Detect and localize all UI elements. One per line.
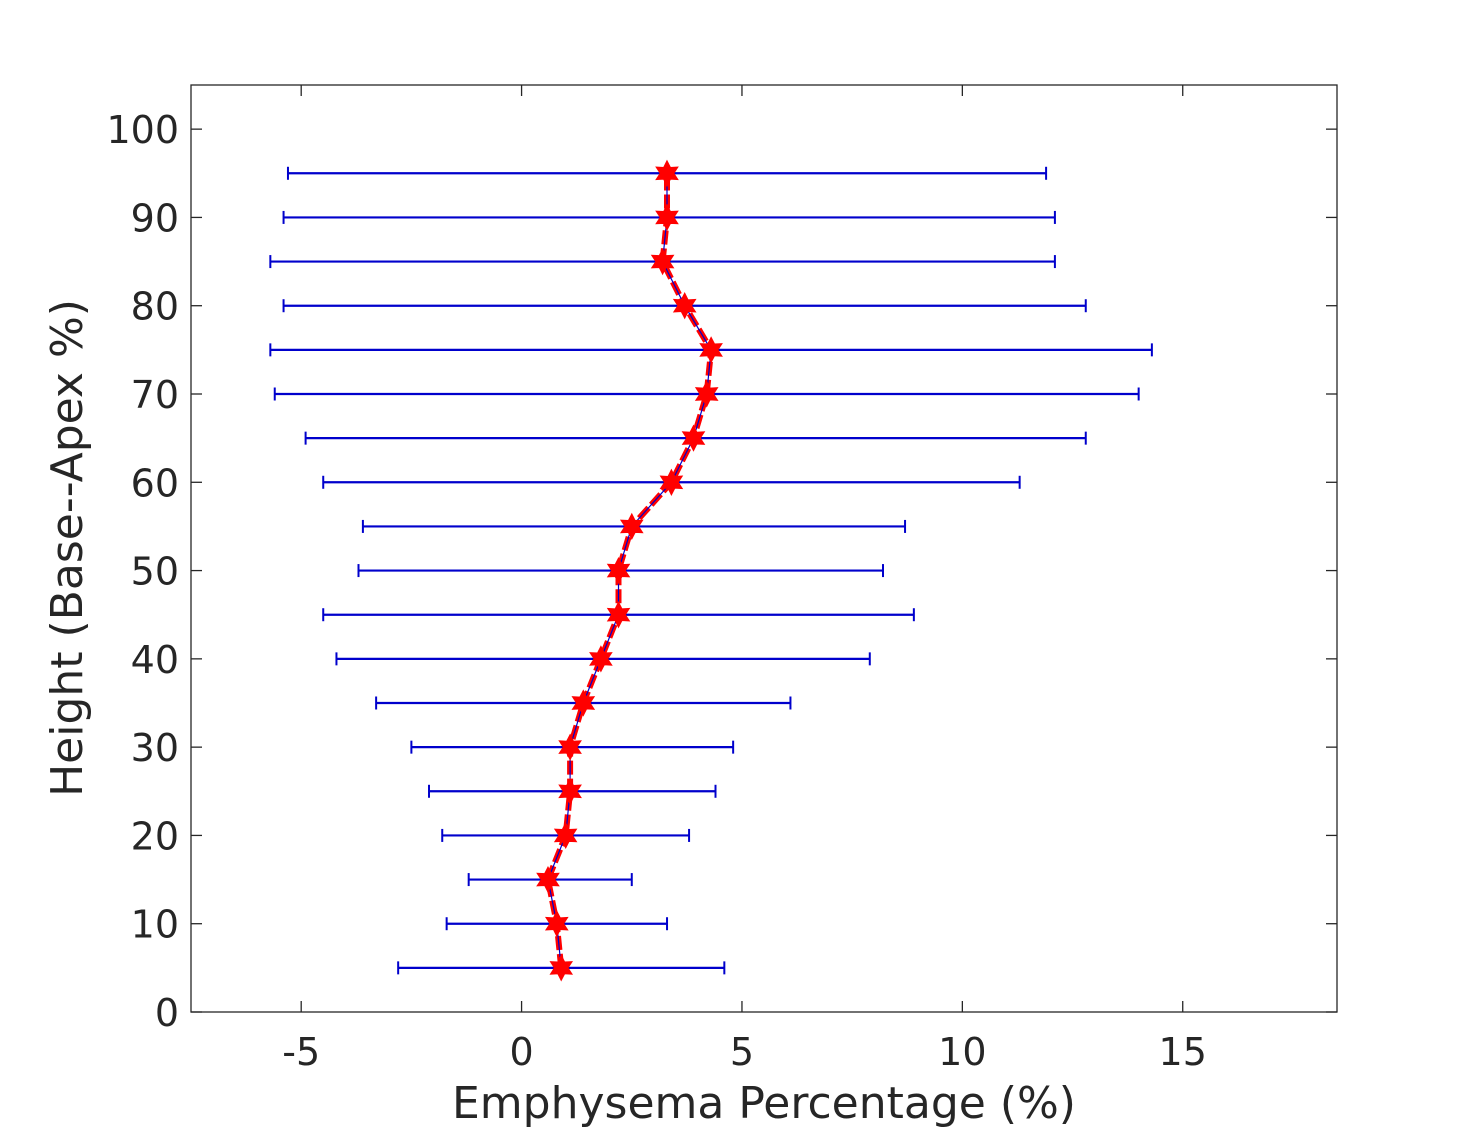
y-tick-label: 40 — [131, 638, 179, 682]
data-marker — [571, 689, 596, 717]
data-marker — [558, 733, 582, 761]
data-marker — [589, 645, 613, 673]
data-marker — [619, 512, 644, 541]
plot-area — [191, 85, 1337, 1012]
data-marker — [536, 865, 560, 894]
data-marker — [694, 380, 719, 408]
x-axis-title: Emphysema Percentage (%) — [452, 1078, 1076, 1129]
y-tick-label: 100 — [106, 108, 179, 152]
data-marker — [681, 424, 706, 452]
data-marker — [650, 247, 675, 276]
data-marker — [699, 336, 723, 364]
y-tick-label: 20 — [131, 814, 179, 858]
x-tick-label: 15 — [1159, 1030, 1207, 1074]
y-tick-label: 90 — [131, 196, 179, 240]
data-marker — [672, 292, 697, 320]
x-tick-label: 0 — [509, 1030, 533, 1074]
data-marker — [558, 777, 582, 805]
y-tick-label: 10 — [131, 903, 179, 947]
data-marker — [606, 601, 631, 629]
y-tick-label: 30 — [131, 726, 179, 770]
y-tick-label: 50 — [131, 550, 179, 594]
x-tick-label: -5 — [282, 1030, 320, 1074]
y-axis-title: Height (Base--Apex %) — [42, 299, 93, 797]
data-marker — [606, 556, 631, 585]
x-tick-label: 5 — [730, 1030, 754, 1074]
y-tick-label: 80 — [131, 285, 179, 329]
data-marker — [553, 821, 578, 850]
data-marker — [549, 954, 574, 982]
data-markers — [536, 159, 723, 982]
data-marker — [659, 468, 684, 496]
tick-labels: -5 0 5 10 15 0 10 20 30 40 50 60 70 80 90 100 — [106, 108, 1206, 1074]
y-tick-label: 0 — [155, 991, 179, 1035]
data-marker — [544, 910, 569, 938]
plot-frame — [190, 84, 1338, 1013]
data-marker — [655, 203, 679, 232]
y-tick-label: 60 — [131, 461, 179, 505]
y-tick-label: 70 — [131, 373, 179, 417]
data-marker — [655, 159, 679, 187]
x-tick-label: 10 — [938, 1030, 986, 1074]
